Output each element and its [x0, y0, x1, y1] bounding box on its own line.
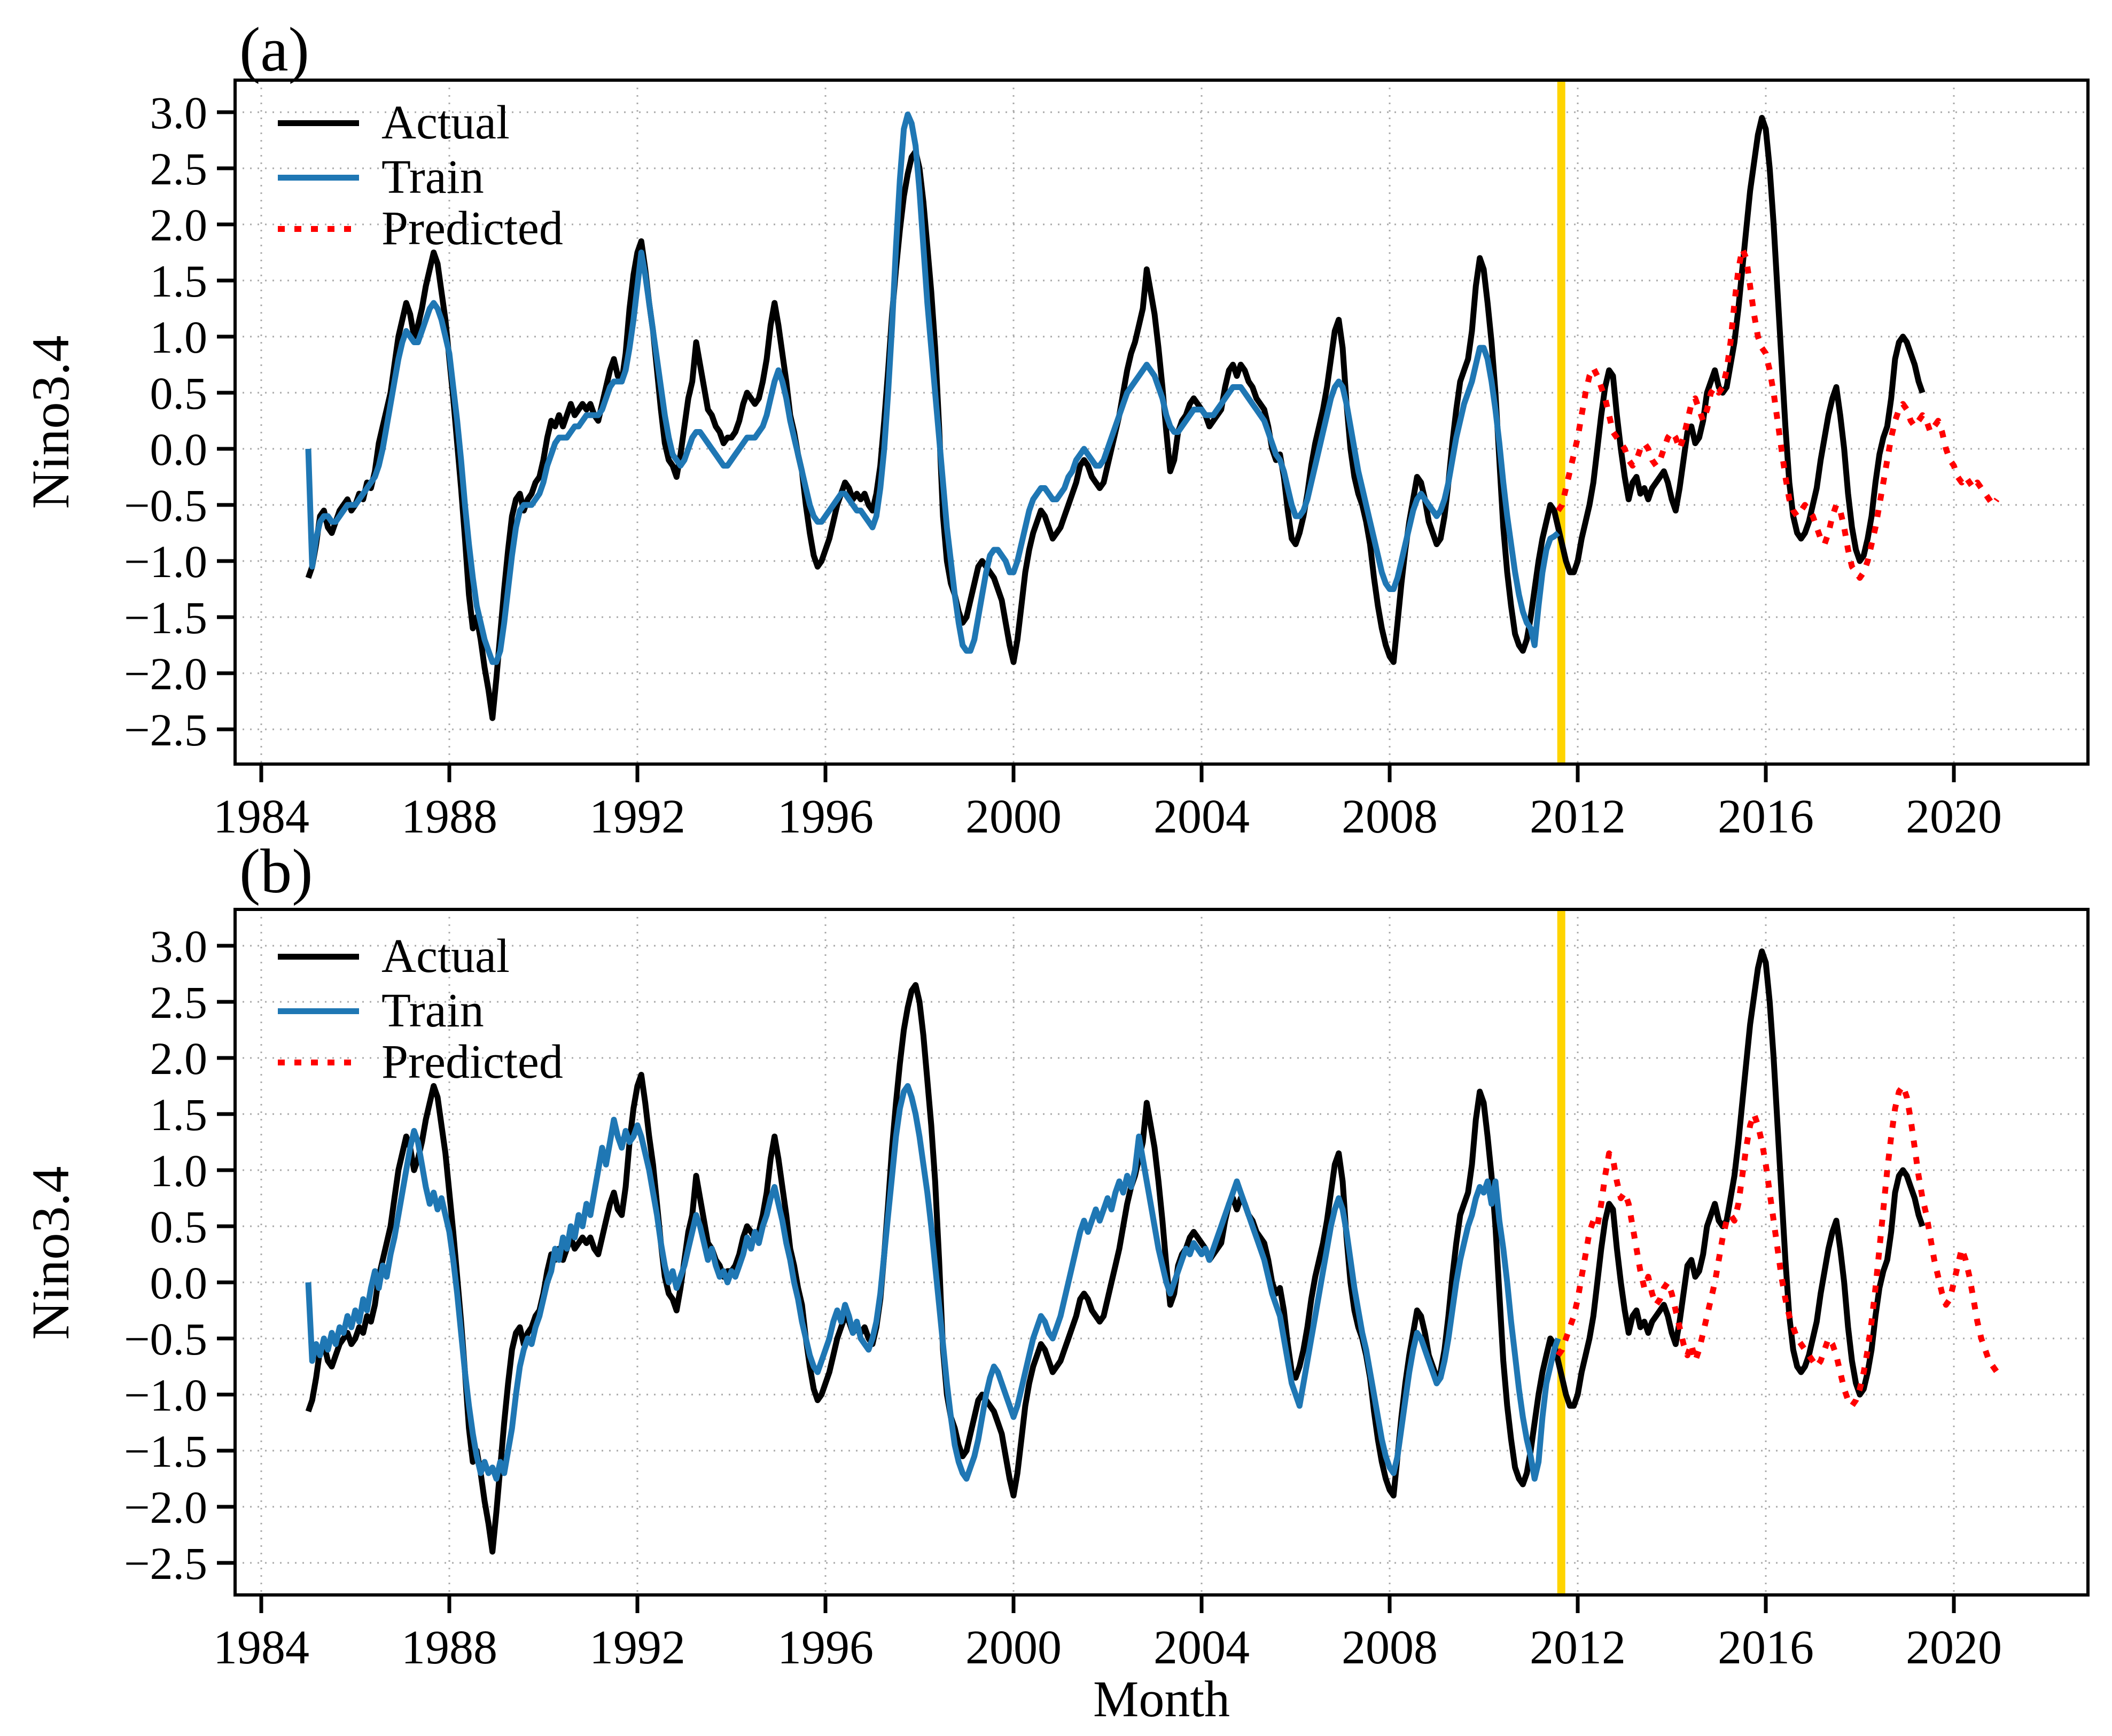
x-axis-label: Month [1093, 1670, 1230, 1727]
y-tick-label: −2.0 [124, 648, 207, 699]
x-tick-label: 2012 [1530, 790, 1626, 843]
train-line-panel-b [305, 1083, 1561, 1482]
x-tick-label: 2008 [1342, 790, 1438, 843]
x-tick-label: 2004 [1154, 790, 1250, 843]
x-tick-label: 1992 [589, 790, 685, 843]
legend-label-train: Train [381, 151, 484, 204]
train-line-swatch [278, 174, 359, 181]
axes-frame [233, 79, 2090, 766]
x-tick-label: 2004 [1154, 1621, 1250, 1674]
x-tick-label: 2012 [1530, 1621, 1626, 1674]
y-tick-label: 2.5 [150, 143, 208, 194]
x-tick-label: 2000 [965, 1621, 1062, 1674]
x-tick-label: 2016 [1718, 1621, 1814, 1674]
legend-label-actual: Actual [381, 96, 510, 149]
predicted-line-swatch [278, 1059, 359, 1065]
y-tick-label: −2.5 [124, 704, 207, 756]
x-tick-label: 1996 [777, 1621, 874, 1674]
y-tick-label: −1.0 [124, 536, 207, 587]
y-axis-label-panel-b: Nino3.4 [21, 1166, 80, 1340]
legend-item-train-b: Train [278, 985, 484, 1037]
legend-item-actual-b: Actual [278, 931, 510, 982]
y-tick-label: 3.0 [150, 87, 208, 138]
y-tick-label: 2.5 [150, 977, 208, 1028]
y-tick-label: 2.0 [150, 1033, 208, 1084]
x-tick-label: 1988 [401, 790, 497, 843]
x-tick-label: 1984 [213, 790, 309, 843]
train-line-panel-a [305, 111, 1560, 665]
x-tick-label: 2020 [1906, 790, 2002, 843]
predicted-line-panel-a [1555, 246, 2000, 581]
y-tick-label: −1.0 [124, 1369, 207, 1421]
y-tick-label: 1.5 [150, 1089, 208, 1140]
y-tick-label: 2.0 [150, 199, 208, 251]
legend-item-actual-a: Actual [278, 97, 510, 149]
y-tick-label: −2.0 [124, 1482, 207, 1533]
y-tick-label: 1.0 [150, 312, 208, 363]
x-tick-label: 1984 [213, 1621, 309, 1674]
y-tick-label: 0.0 [150, 424, 208, 475]
legend-label-actual: Actual [381, 930, 510, 983]
y-tick-label: 0.5 [150, 368, 208, 419]
panel-a-title: (a) [239, 14, 309, 84]
y-tick-label: −0.5 [124, 480, 207, 531]
predicted-line-panel-b [1555, 1083, 2000, 1409]
train-line-swatch [278, 1008, 359, 1014]
legend-item-predicted-b: Predicted [278, 1037, 563, 1088]
x-tick-label: 1988 [401, 1621, 497, 1674]
y-tick-label: 0.5 [150, 1201, 208, 1252]
legend-label-predicted: Predicted [381, 202, 563, 255]
y-tick-label: −2.5 [124, 1538, 207, 1589]
x-tick-label: 2000 [965, 790, 1062, 843]
axes-frame [233, 908, 2090, 1597]
actual-line-swatch [278, 953, 359, 960]
y-tick-label: 3.0 [150, 921, 208, 972]
x-tick-label: 2016 [1718, 790, 1814, 843]
actual-line-swatch [278, 120, 359, 126]
y-tick-label: 0.0 [150, 1257, 208, 1309]
x-tick-label: 1992 [589, 1621, 685, 1674]
y-tick-label: −1.5 [124, 1426, 207, 1477]
y-tick-label: 1.5 [150, 255, 208, 307]
x-tick-label: 1996 [777, 790, 874, 843]
y-axis-label-panel-a: Nino3.4 [21, 335, 80, 509]
legend-label-predicted: Predicted [381, 1036, 563, 1088]
x-tick-label: 2020 [1906, 1621, 2002, 1674]
legend-item-predicted-a: Predicted [278, 203, 563, 254]
panel-b-title: (b) [239, 836, 313, 906]
y-tick-label: −0.5 [124, 1313, 207, 1365]
legend-item-train-a: Train [278, 152, 484, 203]
predicted-line-swatch [278, 225, 359, 232]
x-tick-label: 2008 [1342, 1621, 1438, 1674]
y-tick-label: −1.5 [124, 592, 207, 643]
y-tick-label: 1.0 [150, 1145, 208, 1196]
legend-label-train: Train [381, 984, 484, 1037]
actual-line-panel-b [305, 948, 1926, 1555]
